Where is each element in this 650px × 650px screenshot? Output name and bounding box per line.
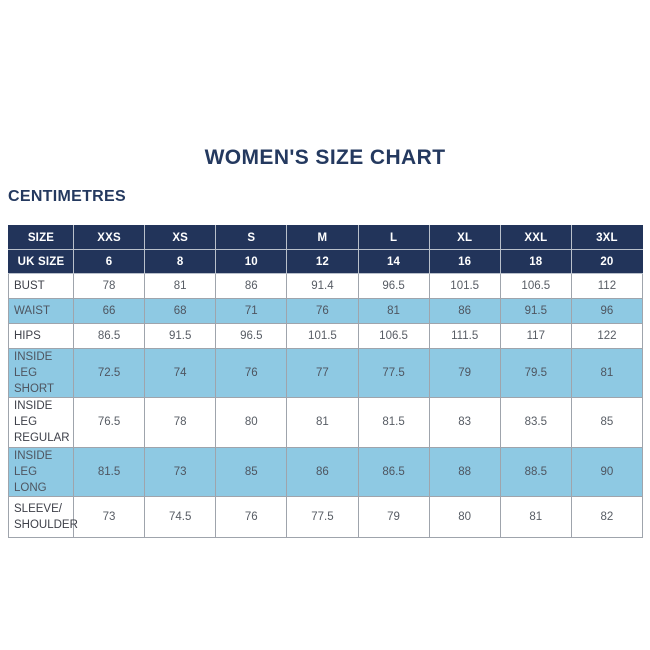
header-cell: L xyxy=(357,225,430,250)
value-cell: 88.5 xyxy=(499,446,572,497)
row-label: WAIST xyxy=(8,298,74,324)
value-cell: 79.5 xyxy=(499,347,572,399)
header-cell: 6 xyxy=(72,249,146,274)
value-cell: 101.5 xyxy=(428,273,501,299)
value-cell: 86.5 xyxy=(72,323,146,349)
value-cell: 91.4 xyxy=(286,273,359,299)
value-cell: 82 xyxy=(570,495,644,538)
value-cell: 106.5 xyxy=(499,273,572,299)
value-cell: 80 xyxy=(428,495,501,538)
header-cell: 12 xyxy=(286,249,359,274)
value-cell: 81.5 xyxy=(357,397,430,448)
value-cell: 74.5 xyxy=(144,495,217,538)
header-cell: 10 xyxy=(215,249,288,274)
header-cell: 16 xyxy=(428,249,501,274)
value-cell: 86 xyxy=(286,446,359,497)
value-cell: 106.5 xyxy=(357,323,430,349)
value-cell: 85 xyxy=(215,446,288,497)
value-cell: 71 xyxy=(215,298,288,324)
table-row: INSIDE LEG REGULAR 76.5 78 80 81 81.5 83 83.5 85 xyxy=(8,397,644,448)
value-cell: 81.5 xyxy=(72,446,146,497)
value-cell: 81 xyxy=(144,273,217,299)
value-cell: 83 xyxy=(428,397,501,448)
header-row: UK SIZE 6 8 10 12 14 16 18 20 xyxy=(8,249,644,274)
row-label: HIPS xyxy=(8,323,74,349)
value-cell: 90 xyxy=(570,446,644,497)
value-cell: 85 xyxy=(570,397,644,448)
header-cell: XXS xyxy=(72,225,146,250)
table-body: BUST 78 81 86 91.4 96.5 101.5 106.5 112 WAIST 66 68… xyxy=(8,273,644,538)
value-cell: 117 xyxy=(499,323,572,349)
header-cell: 20 xyxy=(570,249,644,274)
header-cell: 14 xyxy=(357,249,430,274)
value-cell: 91.5 xyxy=(499,298,572,324)
value-cell: 66 xyxy=(72,298,146,324)
value-cell: 72.5 xyxy=(72,347,146,399)
value-cell: 77.5 xyxy=(286,495,359,538)
header-row: SIZE XXS XS S M L XL XXL 3XL xyxy=(8,225,644,250)
value-cell: 77.5 xyxy=(357,347,430,399)
value-cell: 81 xyxy=(286,397,359,448)
header-cell: XXL xyxy=(499,225,572,250)
value-cell: 76.5 xyxy=(72,397,146,448)
header-cell: 8 xyxy=(144,249,217,274)
value-cell: 86 xyxy=(215,273,288,299)
header-cell: S xyxy=(215,225,288,250)
row-label: INSIDE LEG SHORT xyxy=(8,347,74,399)
value-cell: 73 xyxy=(72,495,146,538)
header-cell: 18 xyxy=(499,249,572,274)
value-cell: 86.5 xyxy=(357,446,430,497)
value-cell: 81 xyxy=(570,347,644,399)
header-row-label: SIZE xyxy=(8,225,74,250)
table-row: SLEEVE/ SHOULDER 73 74.5 76 77.5 79 80 81 82 xyxy=(8,495,644,538)
table-row: HIPS 86.5 91.5 96.5 101.5 106.5 111.5 117 122 xyxy=(8,323,644,349)
value-cell: 83.5 xyxy=(499,397,572,448)
value-cell: 122 xyxy=(570,323,644,349)
row-label: BUST xyxy=(8,273,74,299)
row-label: INSIDE LEG LONG xyxy=(8,446,74,497)
table-header: SIZE XXS XS S M L XL XXL 3XL UK SIZE 6 8 10 12 14 16 18 2… xyxy=(8,225,644,274)
value-cell: 68 xyxy=(144,298,217,324)
value-cell: 76 xyxy=(215,495,288,538)
value-cell: 88 xyxy=(428,446,501,497)
value-cell: 96.5 xyxy=(215,323,288,349)
value-cell: 96.5 xyxy=(357,273,430,299)
value-cell: 79 xyxy=(357,495,430,538)
value-cell: 76 xyxy=(215,347,288,399)
value-cell: 81 xyxy=(357,298,430,324)
header-cell: XS xyxy=(144,225,217,250)
table-row: INSIDE LEG SHORT 72.5 74 76 77 77.5 79 79.5 81 xyxy=(8,347,644,399)
value-cell: 101.5 xyxy=(286,323,359,349)
header-cell: XL xyxy=(428,225,501,250)
value-cell: 78 xyxy=(72,273,146,299)
value-cell: 78 xyxy=(144,397,217,448)
value-cell: 96 xyxy=(570,298,644,324)
units-heading: CENTIMETRES xyxy=(8,188,126,205)
page-title: WOMEN'S SIZE CHART xyxy=(204,146,446,169)
value-cell: 80 xyxy=(215,397,288,448)
value-cell: 111.5 xyxy=(428,323,501,349)
table-row: WAIST 66 68 71 76 81 86 91.5 96 xyxy=(8,298,644,324)
value-cell: 73 xyxy=(144,446,217,497)
value-cell: 81 xyxy=(499,495,572,538)
value-cell: 112 xyxy=(570,273,644,299)
value-cell: 74 xyxy=(144,347,217,399)
value-cell: 76 xyxy=(286,298,359,324)
row-label: INSIDE LEG REGULAR xyxy=(8,397,74,448)
value-cell: 79 xyxy=(428,347,501,399)
header-row-label: UK SIZE xyxy=(8,249,74,274)
value-cell: 86 xyxy=(428,298,501,324)
value-cell: 77 xyxy=(286,347,359,399)
table-row: INSIDE LEG LONG 81.5 73 85 86 86.5 88 88.5 90 xyxy=(8,446,644,497)
size-chart-table: SIZE XXS XS S M L XL XXL 3XL UK SIZE 6 8 10 12 14 16 18 2… xyxy=(8,225,644,538)
header-cell: M xyxy=(286,225,359,250)
value-cell: 91.5 xyxy=(144,323,217,349)
header-cell: 3XL xyxy=(570,225,644,250)
table-row: BUST 78 81 86 91.4 96.5 101.5 106.5 112 xyxy=(8,273,644,299)
row-label: SLEEVE/ SHOULDER xyxy=(8,495,78,538)
